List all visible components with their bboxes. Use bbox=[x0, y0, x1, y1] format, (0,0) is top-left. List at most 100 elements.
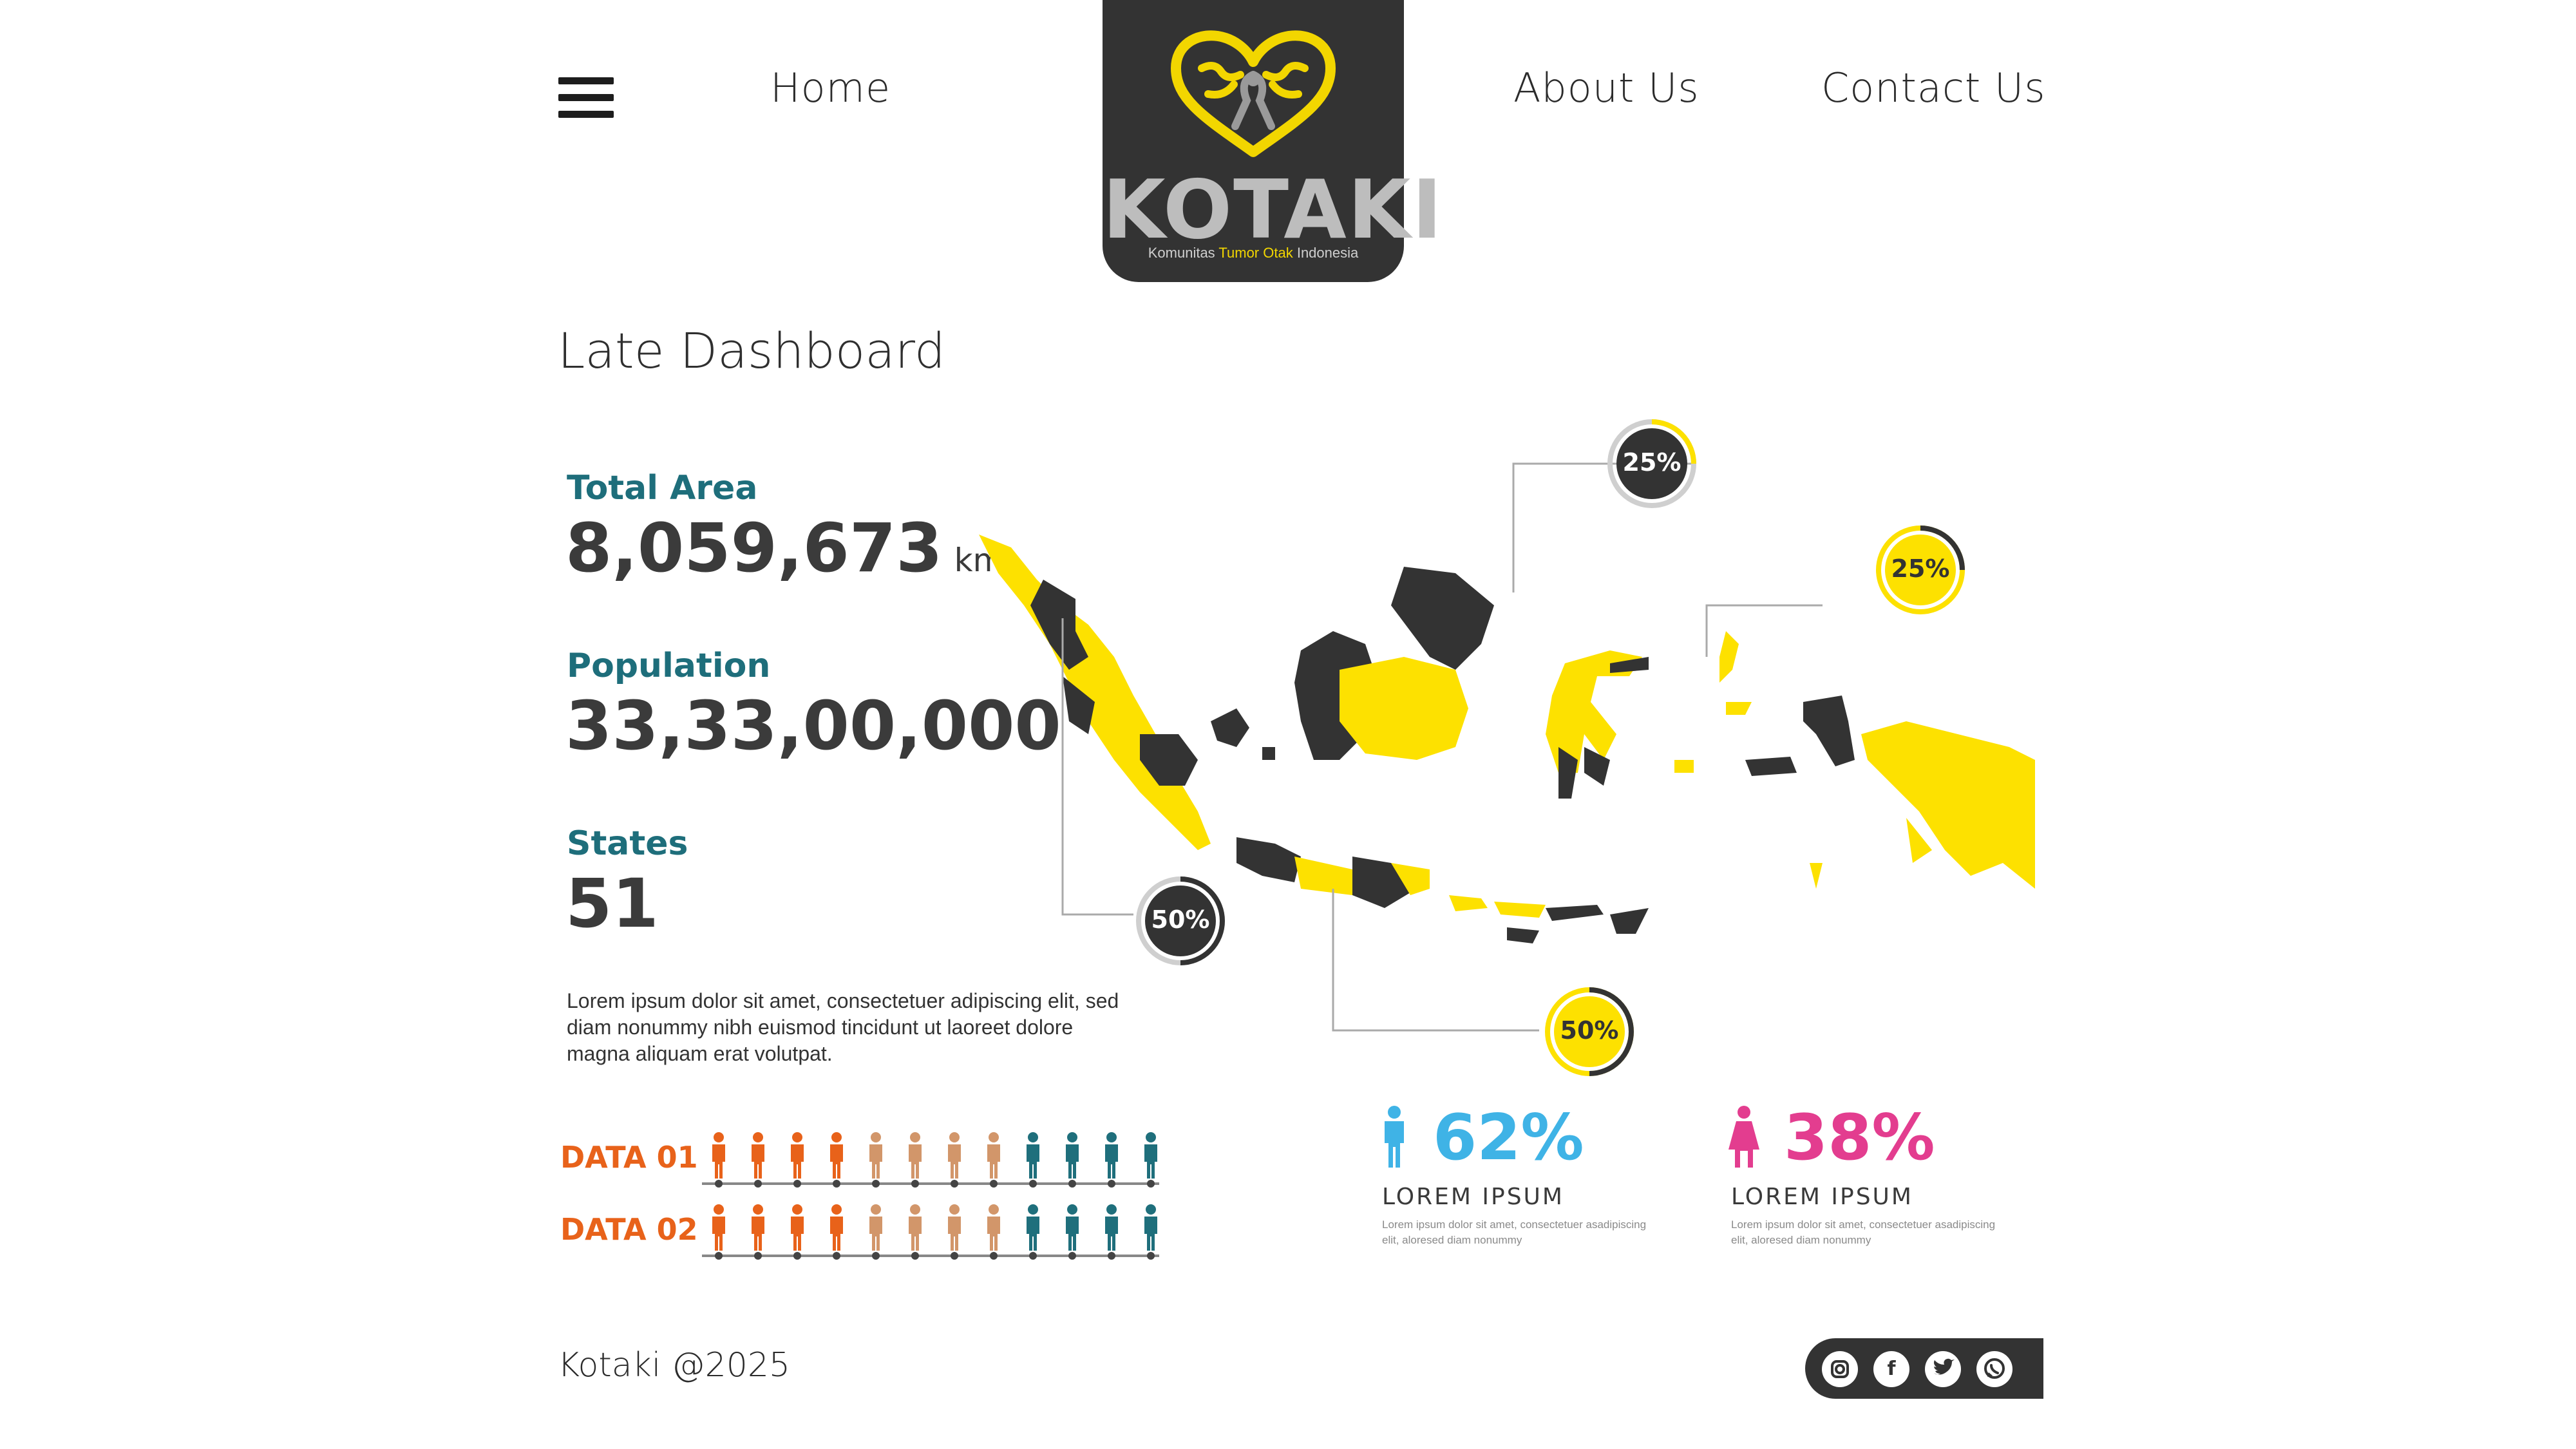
callout-badge-4: 50% bbox=[1544, 987, 1634, 1077]
java-central-yellow bbox=[1294, 857, 1352, 895]
baseline-dot bbox=[793, 1180, 801, 1188]
baseline-dot bbox=[872, 1252, 880, 1260]
hamburger-menu-icon[interactable] bbox=[558, 77, 614, 118]
baseline-dot bbox=[793, 1252, 801, 1260]
baseline-dot bbox=[872, 1180, 880, 1188]
states-value: 51 bbox=[565, 864, 659, 943]
person-icon bbox=[791, 1204, 804, 1251]
timor-dark bbox=[1610, 908, 1649, 934]
person-icon bbox=[712, 1204, 725, 1251]
kalimantan-central-yellow bbox=[1340, 657, 1468, 760]
sumatra-dark-region-3 bbox=[1140, 734, 1198, 786]
baseline-dot bbox=[990, 1252, 998, 1260]
male-description: Lorem ipsum dolor sit amet, consectetuer… bbox=[1382, 1218, 1647, 1246]
sumba-dark bbox=[1507, 927, 1539, 943]
baseline-dot bbox=[951, 1180, 958, 1188]
person-icon bbox=[1144, 1132, 1157, 1179]
person-icon bbox=[791, 1132, 804, 1179]
data-02-label: DATA 02 bbox=[560, 1212, 698, 1247]
person-icon bbox=[830, 1132, 843, 1179]
states-label: States bbox=[567, 824, 688, 863]
whatsapp-icon[interactable] bbox=[1976, 1351, 2012, 1387]
person-icon bbox=[1066, 1204, 1079, 1251]
callout-badge-3: 50% bbox=[1135, 876, 1226, 966]
baseline-dot bbox=[911, 1180, 919, 1188]
baseline-dot bbox=[911, 1252, 919, 1260]
female-percentage: 38% bbox=[1784, 1101, 1935, 1175]
person-icon bbox=[869, 1132, 882, 1179]
logo-tagline: Komunitas Tumor Otak Indonesia bbox=[1148, 245, 1359, 261]
sulawesi-dark-3 bbox=[1584, 747, 1610, 786]
nav-about-us[interactable]: About Us bbox=[1513, 64, 1700, 111]
java-east-yellow bbox=[1391, 863, 1430, 895]
sumatra-dark-region-2 bbox=[1063, 676, 1095, 734]
data-01-people-row bbox=[702, 1128, 1166, 1193]
nav-contact-us[interactable]: Contact Us bbox=[1821, 64, 2046, 111]
sulawesi-dark-2 bbox=[1558, 747, 1578, 799]
logo-wordmark: KOTAKI bbox=[1103, 162, 1444, 257]
baseline-dot bbox=[1108, 1252, 1115, 1260]
person-icon bbox=[909, 1204, 922, 1251]
papua-yellow bbox=[1861, 721, 2035, 889]
male-person-icon bbox=[1385, 1106, 1404, 1168]
baseline-dot bbox=[990, 1180, 998, 1188]
baseline-dot bbox=[1147, 1252, 1155, 1260]
sumbawa bbox=[1494, 902, 1546, 918]
population-label: Population bbox=[567, 647, 771, 685]
population-value: 33,33,00,000 bbox=[565, 687, 1061, 765]
baseline-dot bbox=[715, 1252, 723, 1260]
callout-badge-2: 25% bbox=[1875, 525, 1965, 615]
seram-dark bbox=[1745, 757, 1797, 776]
bangka-island bbox=[1211, 708, 1249, 747]
twitter-icon[interactable] bbox=[1925, 1351, 1961, 1387]
male-title: LOREM IPSUM bbox=[1382, 1184, 1564, 1210]
aru-yellow bbox=[1810, 863, 1823, 889]
baseline-dot bbox=[1068, 1252, 1076, 1260]
halmahera-yellow bbox=[1719, 631, 1739, 683]
person-icon bbox=[869, 1204, 882, 1251]
person-icon bbox=[1027, 1132, 1039, 1179]
male-percentage: 62% bbox=[1433, 1101, 1584, 1175]
baseline-dot bbox=[1029, 1252, 1037, 1260]
callout-line-3 bbox=[1061, 618, 1133, 916]
bali-lombok bbox=[1449, 895, 1488, 911]
baseline-dot bbox=[1068, 1180, 1076, 1188]
female-title: LOREM IPSUM bbox=[1731, 1184, 1913, 1210]
female-person-icon bbox=[1728, 1106, 1759, 1168]
facebook-icon[interactable]: f bbox=[1873, 1351, 1909, 1387]
maluku-dark bbox=[1803, 696, 1855, 766]
person-icon bbox=[948, 1132, 961, 1179]
person-icon bbox=[1144, 1204, 1157, 1251]
total-area-label: Total Area bbox=[567, 469, 758, 507]
data-01-label: DATA 01 bbox=[560, 1140, 698, 1175]
belitung-island bbox=[1262, 747, 1275, 760]
person-icon bbox=[752, 1132, 764, 1179]
nav-home[interactable]: Home bbox=[770, 64, 891, 111]
person-icon bbox=[909, 1132, 922, 1179]
baseline-dot bbox=[951, 1252, 958, 1260]
sulawesi-yellow bbox=[1546, 650, 1642, 773]
person-icon bbox=[987, 1132, 1000, 1179]
baseline-dot bbox=[754, 1180, 762, 1188]
kotaki-logo[interactable]: KOTAKI Komunitas Tumor Otak Indonesia bbox=[1103, 0, 1444, 282]
person-icon bbox=[1105, 1204, 1118, 1251]
baseline-dot bbox=[1108, 1180, 1115, 1188]
person-icon bbox=[1027, 1204, 1039, 1251]
callout-line-2 bbox=[1705, 604, 1823, 657]
person-icon bbox=[752, 1204, 764, 1251]
page-title: Late Dashboard bbox=[558, 322, 945, 379]
sulawesi-dark-1 bbox=[1610, 657, 1649, 673]
female-description: Lorem ipsum dolor sit amet, consectetuer… bbox=[1731, 1218, 1996, 1246]
instagram-icon[interactable] bbox=[1822, 1351, 1858, 1387]
sumatra-island bbox=[979, 535, 1211, 850]
person-icon bbox=[1105, 1132, 1118, 1179]
person-icon bbox=[987, 1204, 1000, 1251]
person-icon bbox=[712, 1132, 725, 1179]
footer-copyright: Kotaki @2025 bbox=[558, 1346, 791, 1385]
person-icon bbox=[1066, 1132, 1079, 1179]
baseline-dot bbox=[715, 1180, 723, 1188]
baseline-dot bbox=[833, 1180, 840, 1188]
kalimantan-north-dark bbox=[1391, 567, 1494, 670]
social-links-bar: f bbox=[1805, 1338, 2043, 1399]
baseline-dot bbox=[1147, 1180, 1155, 1188]
